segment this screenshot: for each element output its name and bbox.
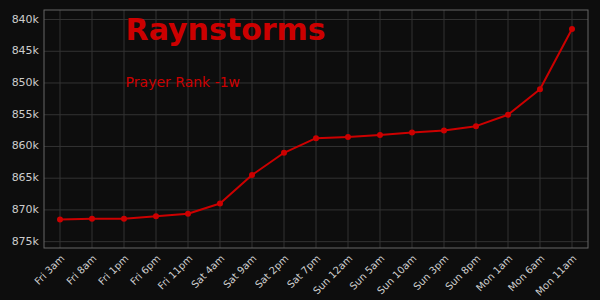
point — [185, 211, 191, 217]
series — [57, 26, 575, 222]
x-tick-label: Fri 3am — [32, 253, 66, 287]
y-tick-label: 865k — [12, 171, 40, 184]
x-grid-line — [60, 10, 61, 248]
x-tick-label: Fri 11pm — [156, 253, 195, 292]
y-tick-label: 845k — [12, 44, 40, 57]
y-tick-label: 860k — [12, 139, 40, 152]
line — [60, 29, 572, 219]
plot-frame — [44, 10, 588, 248]
x-grid-line — [572, 10, 573, 248]
point — [153, 213, 159, 219]
y-tick-label: 875k — [12, 235, 40, 248]
title: Raynstorms — [126, 12, 326, 47]
point — [409, 129, 415, 135]
point — [569, 26, 575, 32]
point — [249, 172, 255, 178]
x-tick-label: Sat 2pm — [253, 253, 290, 290]
x-tick-label: Sat 9am — [221, 253, 258, 290]
point — [281, 150, 287, 156]
point — [89, 216, 95, 222]
y-tick-label: 870k — [12, 203, 40, 216]
point — [473, 123, 479, 129]
point — [441, 128, 447, 134]
x-tick-label: Fri 8am — [64, 253, 98, 287]
axes: 840k845k850k855k860k865k870k875kFri 3amF… — [12, 10, 588, 298]
x-grid-line — [92, 10, 93, 248]
point — [505, 112, 511, 118]
x-grid-line — [412, 10, 413, 248]
x-tick-label: Sun 10am — [375, 253, 419, 297]
point — [377, 132, 383, 138]
point — [57, 216, 63, 222]
y-tick-label: 855k — [12, 108, 40, 121]
x-grid-line — [348, 10, 349, 248]
x-grid-line — [124, 10, 125, 248]
x-grid-line — [380, 10, 381, 248]
grid — [44, 10, 588, 248]
x-tick-label: Fri 1pm — [96, 253, 130, 287]
y-tick-label: 850k — [12, 76, 40, 89]
x-grid-line — [540, 10, 541, 248]
x-tick-label: Mon 11am — [533, 253, 578, 298]
point — [217, 201, 223, 207]
subtitle: Prayer Rank -1w — [126, 74, 240, 90]
x-tick-label: Sun 12am — [311, 253, 355, 297]
y-tick-label: 840k — [12, 13, 40, 26]
x-tick-label: Sat 4am — [189, 253, 226, 290]
point — [313, 135, 319, 141]
point — [345, 134, 351, 140]
point — [121, 216, 127, 222]
point — [537, 86, 543, 92]
chart: 840k845k850k855k860k865k870k875kFri 3amF… — [0, 0, 600, 300]
x-grid-line — [508, 10, 509, 248]
